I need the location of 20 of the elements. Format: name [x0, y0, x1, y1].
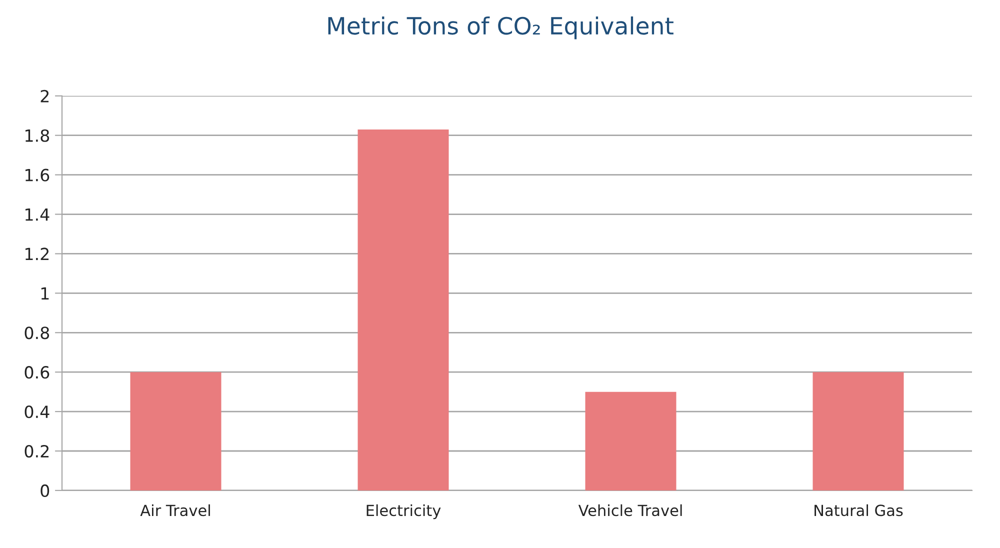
y-tick-label: 1.6 [26, 168, 50, 182]
y-tick-label: 1.2 [26, 248, 49, 260]
bar [585, 392, 676, 490]
y-tick-label: 0.2 [24, 444, 49, 458]
y-tick-label: 2 [40, 90, 49, 102]
y-tick-label: 0.8 [24, 326, 50, 340]
y-tick-label: 0.4 [24, 406, 50, 418]
bar [358, 129, 449, 490]
x-tick-label: Vehicle Travel [578, 504, 682, 516]
y-tick-label: 1.8 [26, 129, 50, 142]
x-tick-label: Natural Gas [814, 504, 903, 516]
y-tick-label: 0 [40, 484, 50, 498]
x-tick-label: Electricity [366, 504, 441, 520]
bar [130, 372, 222, 490]
y-tick-label: 1 [41, 287, 49, 300]
x-tick-label: Air Travel [140, 504, 210, 516]
y-tick-label: 1.4 [26, 208, 50, 221]
y-tick-label: 0.6 [24, 366, 50, 379]
bar [812, 372, 904, 490]
chart-title: Metric Tons of CO₂ Equivalent [328, 16, 674, 40]
